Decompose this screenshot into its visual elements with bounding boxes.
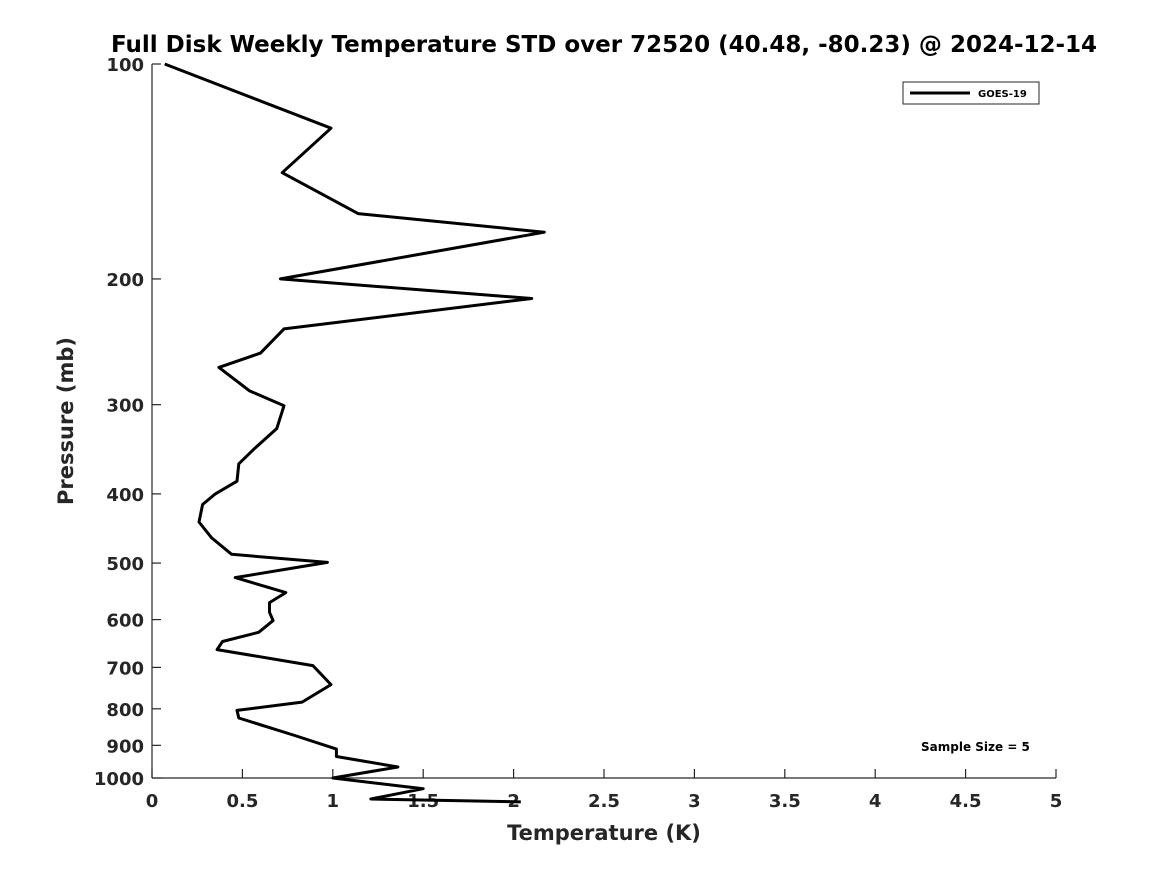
legend: GOES-19 xyxy=(902,81,1040,105)
x-tick-label: 2.5 xyxy=(588,791,620,812)
series-layer xyxy=(164,62,546,804)
y-axis-ticks: 100 200 300 400 500 600 700 800 900 1000 xyxy=(94,55,161,790)
legend-entry-goes19: GOES-19 xyxy=(978,89,1027,100)
x-tick-label: 1 xyxy=(327,791,340,812)
y-tick-label: 900 xyxy=(106,736,144,757)
y-tick-label: 400 xyxy=(106,485,144,506)
y-tick-label: 300 xyxy=(106,396,144,417)
y-tick-label: 500 xyxy=(106,554,144,575)
x-tick-label: 0 xyxy=(146,791,159,812)
x-axis-label: Temperature (K) xyxy=(507,821,701,845)
legend-box xyxy=(902,81,1040,105)
x-tick-label: 4 xyxy=(869,791,882,812)
y-axis-label: Pressure (mb) xyxy=(54,337,78,505)
sample-size-annotation: Sample Size = 5 xyxy=(921,740,1030,754)
x-tick-label: 0.5 xyxy=(226,791,258,812)
x-tick-label: 3 xyxy=(688,791,701,812)
x-tick-label: 5 xyxy=(1050,791,1063,812)
y-tick-label: 200 xyxy=(106,270,144,291)
y-tick-label: 700 xyxy=(106,658,144,679)
series-line-goes-19 xyxy=(164,62,546,804)
chart-title: Full Disk Weekly Temperature STD over 72… xyxy=(111,32,1097,58)
x-tick-label: 3.5 xyxy=(769,791,801,812)
x-axis-ticks: 0 0.5 1 1.5 2 2.5 3 3.5 4 4.5 5 xyxy=(146,769,1063,812)
y-tick-label: 100 xyxy=(106,55,144,76)
y-tick-label: 800 xyxy=(106,700,144,721)
y-tick-label: 600 xyxy=(106,611,144,632)
y-tick-label: 1000 xyxy=(94,769,144,790)
x-tick-label: 4.5 xyxy=(950,791,982,812)
